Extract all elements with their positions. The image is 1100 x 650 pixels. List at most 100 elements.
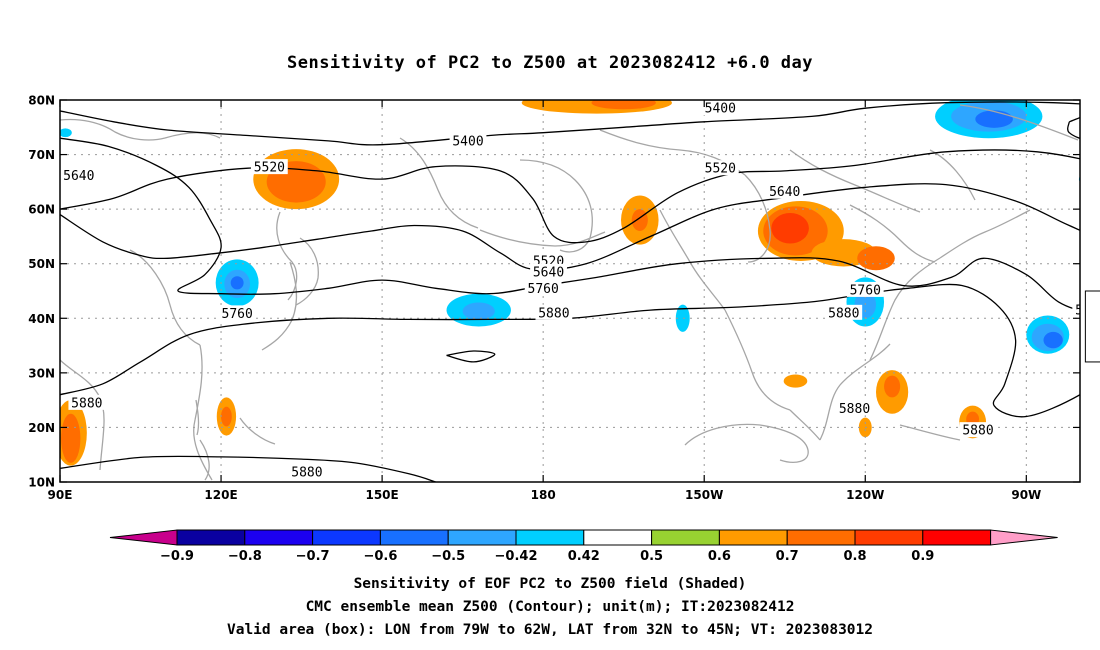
colorbar-label: 0.8 bbox=[843, 549, 866, 564]
colorbar-label: 0.9 bbox=[911, 549, 934, 564]
contour-label-bg bbox=[60, 167, 98, 183]
colorbar-label: −0.8 bbox=[228, 549, 262, 564]
colorbar-segment bbox=[786, 529, 856, 546]
contour-5880 bbox=[446, 350, 496, 363]
contour-label-bg bbox=[701, 100, 739, 116]
contour-label: 5880 bbox=[839, 402, 870, 417]
colorbar-label: −0.6 bbox=[363, 549, 397, 564]
colorbar-segment bbox=[515, 529, 585, 546]
coast-hudson-bay bbox=[849, 204, 936, 263]
colorbar-segment bbox=[379, 529, 449, 546]
shading-patch bbox=[1078, 176, 1080, 183]
contour-labels: 5280540055205640576058805880540055205640… bbox=[60, 100, 1100, 481]
contour-label: 5400 bbox=[705, 102, 736, 117]
contour-label: 5640 bbox=[1089, 276, 1100, 291]
y-tick-label: 60N bbox=[28, 203, 55, 217]
coast-central-america bbox=[789, 409, 821, 441]
y-tick-label: 70N bbox=[28, 148, 55, 162]
contour-label-bg bbox=[766, 183, 804, 199]
contour-label-bg bbox=[825, 304, 863, 320]
shading-patch bbox=[591, 100, 656, 110]
shading-patch bbox=[1043, 331, 1063, 349]
contour-label-bg bbox=[1086, 275, 1100, 290]
contour-label-bg bbox=[449, 132, 487, 148]
colorbar-segment bbox=[312, 529, 381, 546]
contour-label: 5520 bbox=[254, 161, 285, 176]
colorbar-segment bbox=[922, 529, 992, 546]
coast-canada-east bbox=[939, 209, 1031, 259]
colorbar-segment bbox=[447, 529, 517, 546]
coast-caribbean-islands bbox=[899, 424, 961, 441]
shading-patch bbox=[675, 304, 690, 332]
coast-china-south bbox=[193, 344, 213, 481]
contour-label-bg bbox=[535, 304, 573, 320]
x-tick-label: 180 bbox=[531, 488, 556, 502]
colorbar-label: 0.5 bbox=[640, 549, 663, 564]
y-tick-label: 30N bbox=[28, 366, 55, 380]
contour-label-bg bbox=[288, 464, 326, 480]
colorbar-high-extend bbox=[990, 529, 1058, 546]
contour-label-bg bbox=[68, 394, 106, 410]
contour-label: 5400 bbox=[452, 134, 483, 149]
y-tick-label: 10N bbox=[28, 476, 55, 490]
contour-label-bg bbox=[846, 281, 884, 297]
coast-greenland bbox=[959, 104, 1079, 141]
shading-patch bbox=[60, 128, 72, 138]
colorbar-label: −0.9 bbox=[160, 549, 194, 564]
colorbar-label: 0.7 bbox=[776, 549, 799, 564]
shading-patch bbox=[230, 276, 244, 290]
contour-label-bg bbox=[530, 263, 567, 279]
colorbar-segment bbox=[244, 529, 314, 546]
colorbar-label: 0.6 bbox=[708, 549, 731, 564]
contour-5280 bbox=[1067, 116, 1080, 140]
contour-label: 5880 bbox=[962, 424, 993, 439]
contour-label-bg bbox=[1072, 302, 1080, 318]
x-tick-label: 120W bbox=[846, 488, 884, 502]
colorbar-low-extend bbox=[109, 529, 178, 546]
map-panel: 5280540055205640576058805880540055205640… bbox=[28, 94, 1100, 502]
contour-label: 5880 bbox=[538, 306, 569, 321]
caption-line-3: Valid area (box): LON from 79W to 62W, L… bbox=[227, 622, 873, 638]
coast-taiwan bbox=[195, 399, 200, 436]
shading-patch bbox=[783, 374, 808, 388]
contour-label: 5760 bbox=[850, 283, 881, 298]
shading-patch bbox=[975, 110, 1013, 128]
contour-label-bg bbox=[218, 305, 256, 321]
coast-arctic-archipelago bbox=[789, 149, 921, 213]
colorbar: −0.9 −0.8 −0.7 −0.6 −0.5 −0.42 0.42 0.5 0.6 0.7 0.… bbox=[109, 529, 1058, 564]
colorbar-label: 0.42 bbox=[568, 549, 600, 564]
colorbar-label: −0.42 bbox=[495, 549, 538, 564]
y-tick-label: 80N bbox=[28, 94, 55, 108]
shading-patch bbox=[631, 209, 648, 231]
colorbar-segment bbox=[176, 529, 246, 546]
contour-label-bg bbox=[524, 280, 562, 296]
coast-aleutians bbox=[479, 229, 606, 247]
shading-patch bbox=[61, 413, 81, 463]
contour-label: 5640 bbox=[769, 185, 800, 200]
coast-california-mexico bbox=[724, 309, 791, 411]
coast-sakhalin bbox=[295, 237, 319, 306]
coast-us-east bbox=[869, 257, 941, 361]
colorbar-segment bbox=[651, 529, 720, 546]
coast-alaska bbox=[519, 159, 593, 253]
x-tick-label: 120E bbox=[204, 488, 237, 502]
axis-ticks: 90E 120E 150E 180 150W 120W 90W 80N 70N 60N 50N 40N… bbox=[28, 94, 1080, 502]
contour-label: 5760 bbox=[222, 307, 253, 322]
coast-ryukyu bbox=[239, 417, 276, 445]
caption-line-1: Sensitivity of EOF PC2 to Z500 field (Sh… bbox=[354, 576, 747, 592]
caption-line-2: CMC ensemble mean Z500 (Contour); unit(m… bbox=[306, 599, 795, 615]
colorbar-segment bbox=[583, 529, 653, 546]
colorbar-label: −0.7 bbox=[296, 549, 330, 564]
contour-label: 5640 bbox=[533, 265, 564, 280]
coast-korea-china bbox=[129, 249, 201, 346]
coast-gulf-loop bbox=[684, 423, 809, 463]
contour-label: 5760 bbox=[528, 282, 559, 297]
x-tick-label: 90W bbox=[1011, 488, 1041, 502]
contour-5880 bbox=[60, 455, 436, 482]
shading-patch bbox=[884, 375, 901, 398]
figure-title: Sensitivity of PC2 to Z500 at 2023082412… bbox=[287, 53, 813, 73]
contour-label: 5880 bbox=[828, 306, 859, 321]
contour-label: 5880 bbox=[291, 466, 322, 481]
valid-area-box bbox=[1084, 290, 1100, 363]
